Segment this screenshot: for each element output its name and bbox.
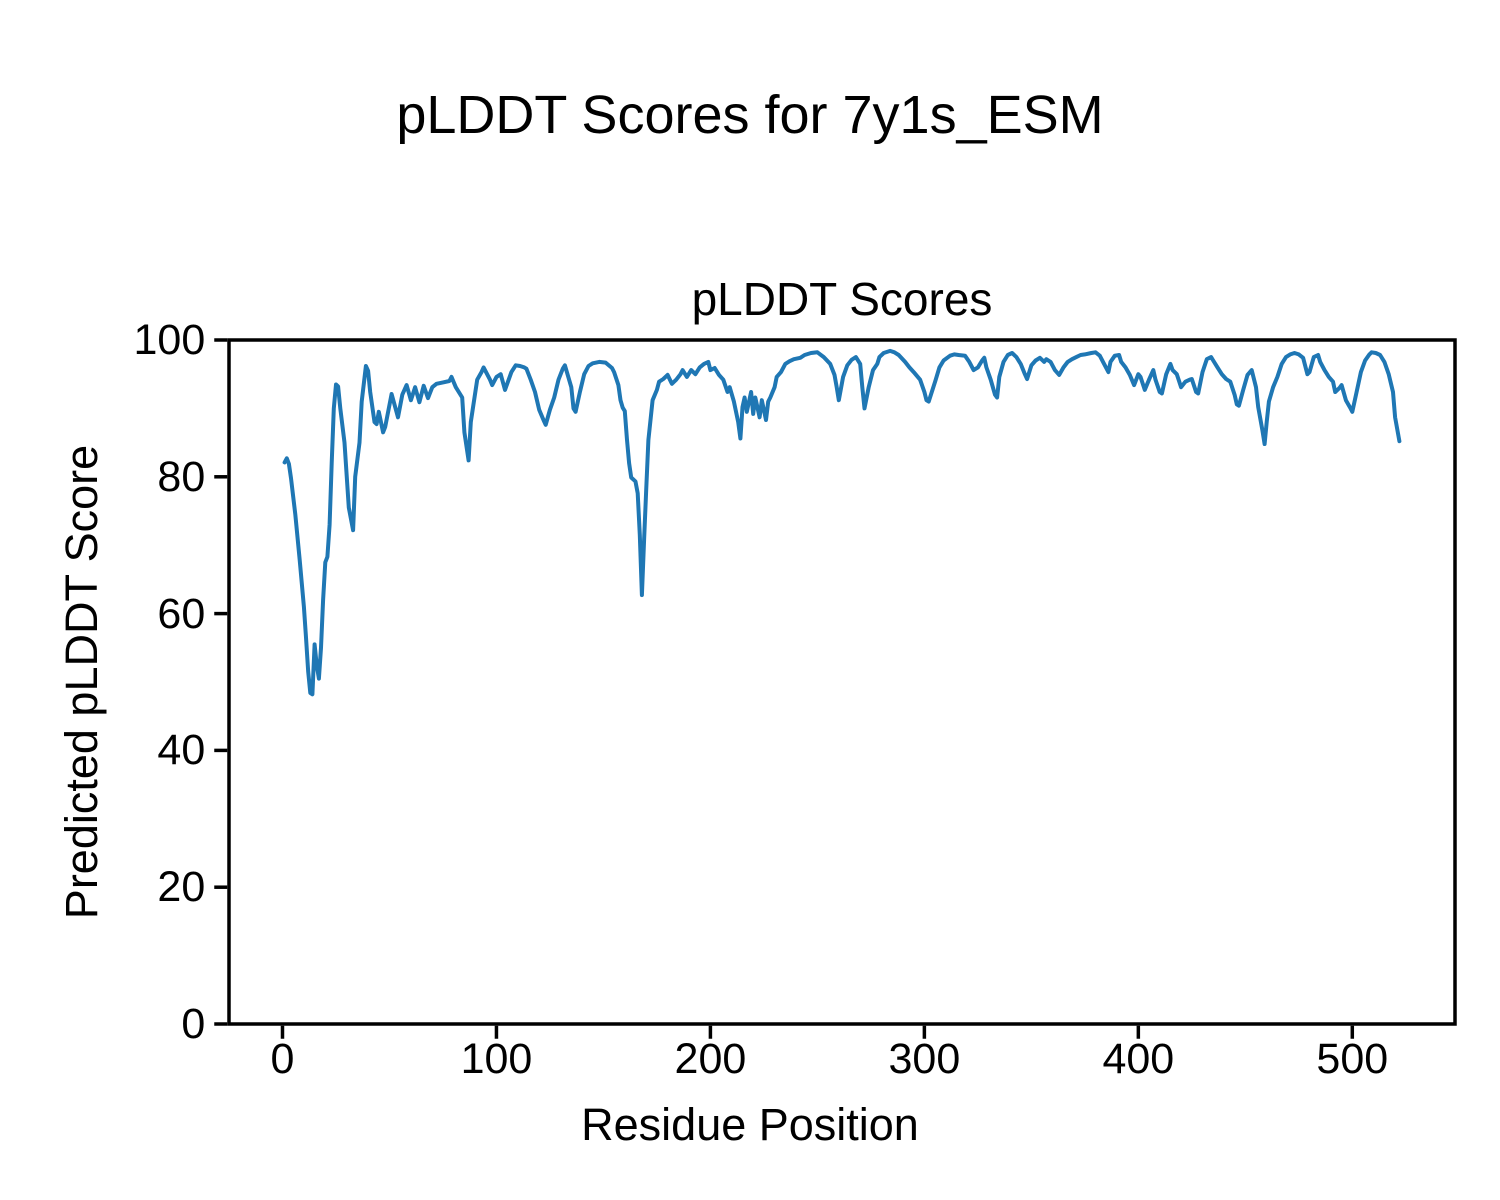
axes-border xyxy=(227,338,1457,1026)
y-tick-label: 0 xyxy=(181,1000,206,1048)
y-tick-label: 40 xyxy=(157,726,206,775)
x-tick-label: 0 xyxy=(270,1035,295,1083)
y-tick-label: 100 xyxy=(133,316,206,364)
x-tick-label: 500 xyxy=(1316,1035,1389,1083)
figure-suptitle: pLDDT Scores for 7y1s_ESM xyxy=(396,85,1104,145)
y-tick-label: 60 xyxy=(157,589,206,638)
x-tick-label: 400 xyxy=(1102,1035,1175,1083)
tick-marks xyxy=(214,338,1355,1039)
x-tick-label: 300 xyxy=(888,1035,961,1083)
x-tick-label: 100 xyxy=(460,1035,533,1083)
x-tick-label: 200 xyxy=(674,1035,747,1083)
plddt-line-series xyxy=(282,348,1402,697)
axes-title: pLDDT Scores xyxy=(691,273,993,325)
y-tick-label: 80 xyxy=(157,452,206,501)
y-tick-label: 20 xyxy=(157,863,206,912)
y-axis-label: Predicted pLDDT Score xyxy=(56,444,107,920)
x-axis-label: Residue Position xyxy=(581,1099,919,1150)
